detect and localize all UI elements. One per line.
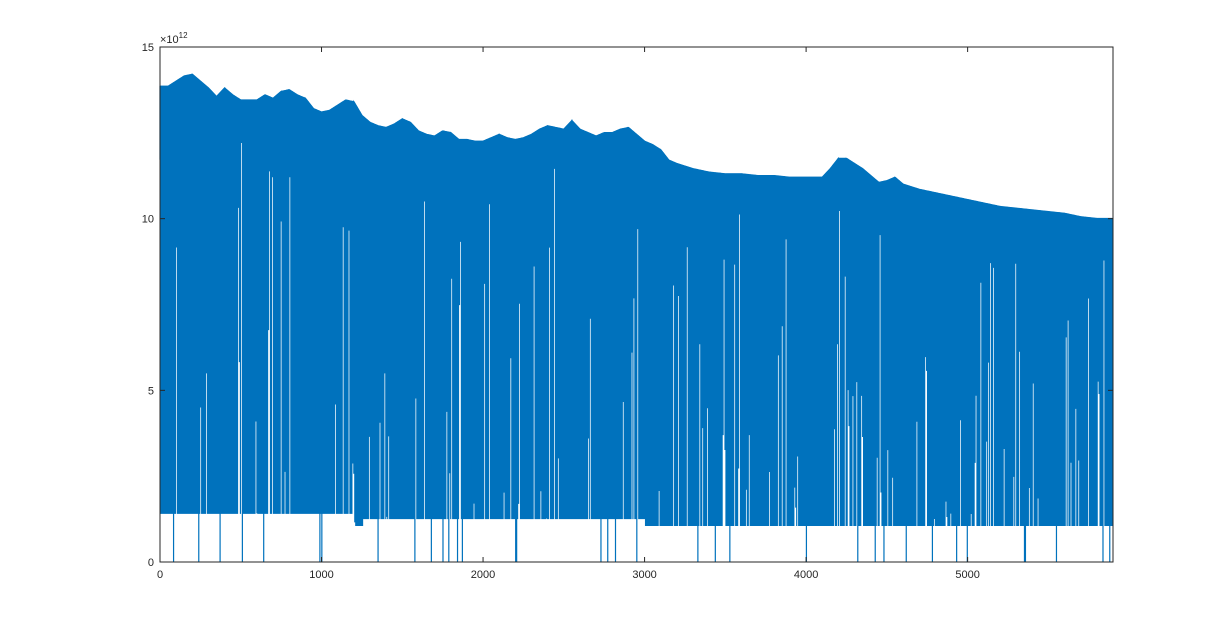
series-envelope xyxy=(160,73,1113,220)
x-axis: 0 1000 2000 3000 4000 5000 xyxy=(157,47,980,581)
y-tick-label: 15 xyxy=(142,42,154,54)
axes-box xyxy=(159,46,1114,563)
x-tick-label: 2000 xyxy=(471,569,495,581)
x-tick-label: 5000 xyxy=(955,569,979,581)
y-axis: 0 5 10 15 xyxy=(142,42,1113,569)
y-exponent-label: ×1012 xyxy=(160,31,188,46)
y-exponent-power: 12 xyxy=(179,31,188,40)
x-tick-label: 4000 xyxy=(794,569,818,581)
y-exponent-base: ×10 xyxy=(160,34,179,46)
x-tick-label: 1000 xyxy=(309,569,333,581)
x-tick-label: 3000 xyxy=(632,569,656,581)
y-tick-label: 10 xyxy=(142,214,154,226)
plot-area xyxy=(159,73,1114,562)
x-tick-label: 0 xyxy=(157,569,163,581)
y-tick-label: 0 xyxy=(148,557,154,569)
y-tick-label: 5 xyxy=(148,385,154,397)
